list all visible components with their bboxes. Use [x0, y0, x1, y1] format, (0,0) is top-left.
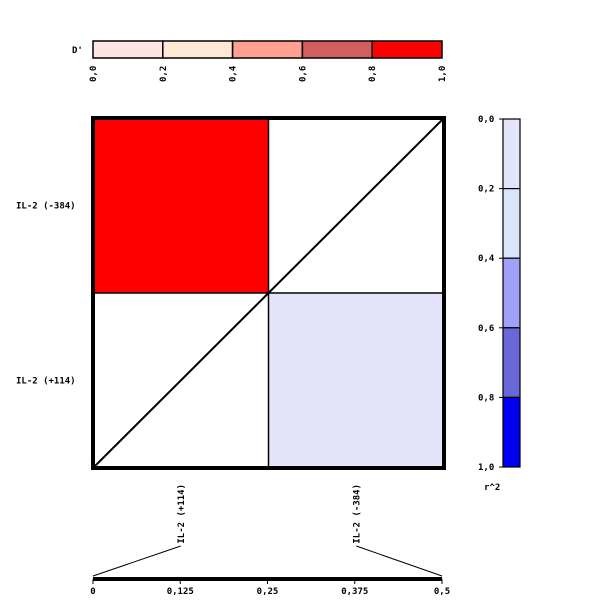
row-label: IL-2 (-384)	[16, 202, 76, 212]
ld-matrix	[91, 116, 446, 470]
r2-tick-label: 0,8	[478, 393, 494, 403]
dprime-tick-label: 0,6	[298, 66, 308, 82]
dprime-tick-label: 0,8	[368, 66, 378, 82]
dprime-tick-label: 1,0	[438, 66, 448, 82]
dprime-tick-label: 0,4	[229, 65, 239, 82]
r2-legend-cell	[502, 188, 521, 259]
marker-connector	[92, 545, 181, 577]
r2-legend: 0,0 0,2 0,4 0,6 0,8 1,0 r^2	[478, 115, 521, 493]
r2-cell	[268, 293, 444, 468]
matrix-border	[91, 116, 446, 470]
column-label: IL-2 (-384)	[352, 484, 362, 544]
position-tick-label: 0,375	[341, 587, 368, 597]
position-tick-label: 0,25	[257, 587, 279, 597]
r2-legend-cell	[502, 396, 521, 468]
row-label: IL-2 (+114)	[16, 377, 76, 387]
dprime-legend-cell	[231, 40, 304, 59]
column-labels: IL-2 (+114) IL-2 (-384)	[92, 484, 443, 577]
diagonal-line	[92, 117, 445, 469]
dprime-cell	[93, 118, 269, 293]
dprime-legend-cell	[162, 40, 234, 59]
r2-tick-label: 0,2	[478, 185, 494, 195]
column-label: IL-2 (+114)	[177, 484, 187, 544]
r2-legend-label: r^2	[484, 483, 500, 493]
r2-tick-label: 0,6	[478, 324, 494, 334]
row-labels: IL-2 (-384) IL-2 (+114)	[16, 202, 76, 387]
dprime-legend-cell	[301, 40, 373, 59]
r2-tick-label: 0,4	[478, 254, 495, 264]
dprime-legend-cell	[92, 40, 164, 59]
position-axis: 0 0,125 0,25 0,375 0,5	[90, 577, 450, 597]
marker-connector	[356, 545, 443, 577]
dprime-legend-cell	[371, 40, 443, 59]
dprime-tick-label: 0,2	[159, 66, 169, 82]
position-tick-label: 0,125	[167, 587, 194, 597]
r2-legend-cell	[502, 257, 521, 329]
dprime-legend-label: D'	[72, 46, 83, 56]
position-tick-label: 0	[90, 587, 95, 597]
r2-legend-cell	[502, 327, 521, 398]
dprime-tick-label: 0,0	[89, 66, 99, 82]
r2-tick-label: 0,0	[478, 115, 494, 125]
dprime-legend: D' 0,0 0,2 0,4 0,6 0,8 1,0	[72, 40, 448, 82]
position-tick-label: 0,5	[434, 587, 450, 597]
r2-legend-cell	[502, 118, 521, 190]
r2-tick-label: 1,0	[478, 463, 494, 473]
